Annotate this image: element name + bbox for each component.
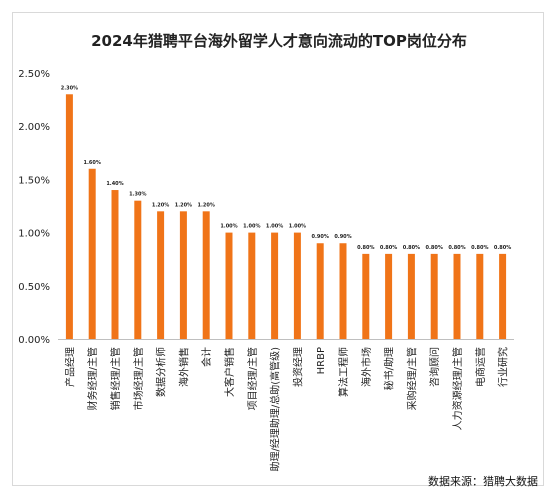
x-tick-label: 市场经理/主管: [132, 347, 145, 410]
x-tick-label: 采购经理/主管: [405, 347, 418, 410]
data-label: 1.20%: [175, 202, 192, 208]
x-tick-label: 行业研究: [497, 347, 510, 387]
x-tick-label: 项目经理/主管: [246, 347, 259, 410]
data-label: 0.80%: [357, 245, 374, 251]
bar-10: [271, 232, 279, 339]
bar-9: [248, 232, 256, 339]
y-tick-label: 2.50%: [18, 69, 50, 80]
chart-title: 2024年猎聘平台海外留学人才意向流动的TOP岗位分布: [91, 32, 467, 50]
data-label: 0.80%: [380, 245, 397, 251]
x-tick-label: 海外市场: [360, 347, 373, 387]
x-tick-label: 咨询顾问: [428, 347, 441, 387]
bar-18: [453, 253, 461, 339]
x-tick-label: 大客户销售: [223, 347, 236, 397]
data-label: 1.40%: [106, 181, 123, 187]
data-label: 0.80%: [403, 245, 420, 251]
bar-19: [476, 253, 484, 339]
bar-5: [157, 211, 165, 339]
data-label: 0.80%: [471, 245, 488, 251]
bar-1: [65, 94, 73, 339]
data-label: 1.20%: [152, 202, 169, 208]
bar-13: [339, 243, 347, 339]
y-tick-label: 1.00%: [18, 229, 50, 240]
x-tick-label: 投资经理: [291, 347, 304, 387]
x-tick-label: 会计: [200, 347, 213, 367]
data-label: 0.80%: [494, 245, 511, 251]
bar-15: [385, 253, 393, 339]
bar-11: [293, 232, 301, 339]
y-tick-label: 0.50%: [18, 282, 50, 293]
data-label: 1.00%: [266, 224, 283, 230]
y-tick-label: 1.50%: [18, 175, 50, 186]
source-note: 数据来源：猎聘大数据: [428, 475, 538, 488]
data-label: 1.20%: [198, 202, 215, 208]
y-tick-label: 0.00%: [18, 335, 50, 346]
x-tick-label: 数据分析师: [155, 347, 168, 397]
x-tick-label: HRBP: [316, 347, 327, 374]
bar-14: [362, 253, 370, 339]
bar-6: [179, 211, 187, 339]
data-label: 2.30%: [61, 85, 78, 91]
bar-16: [407, 253, 415, 339]
bar-2: [88, 168, 96, 339]
bar-4: [134, 200, 142, 339]
bar-7: [202, 211, 210, 339]
y-tick-label: 2.00%: [18, 122, 50, 133]
bar-20: [499, 253, 507, 339]
bar-12: [316, 243, 324, 339]
x-tick-label: 产品经理: [63, 347, 76, 387]
x-tick-label: 海外销售: [177, 347, 190, 387]
x-tick-label: 销售经理/主管: [109, 347, 122, 410]
x-tick-label: 人力资源经理/主管: [451, 347, 464, 430]
data-label: 1.00%: [243, 224, 260, 230]
x-tick-label: 电商运营: [474, 347, 487, 387]
x-tick-label: 秘书/助理: [383, 347, 396, 390]
data-label: 0.80%: [426, 245, 443, 251]
x-tick-label: 助理/经理助理/总助(高管级): [269, 347, 282, 472]
bar-3: [111, 190, 119, 339]
data-label: 0.90%: [312, 234, 329, 240]
x-tick-label: 财务经理/主管: [86, 347, 99, 410]
bar-17: [430, 253, 438, 339]
data-label: 0.80%: [448, 245, 465, 251]
data-label: 1.60%: [84, 160, 101, 166]
x-tick-label: 算法工程师: [337, 347, 350, 397]
data-label: 1.30%: [129, 192, 146, 198]
data-label: 1.00%: [289, 224, 306, 230]
data-label: 0.90%: [334, 234, 351, 240]
bar-8: [225, 232, 233, 339]
data-label: 1.00%: [220, 224, 237, 230]
